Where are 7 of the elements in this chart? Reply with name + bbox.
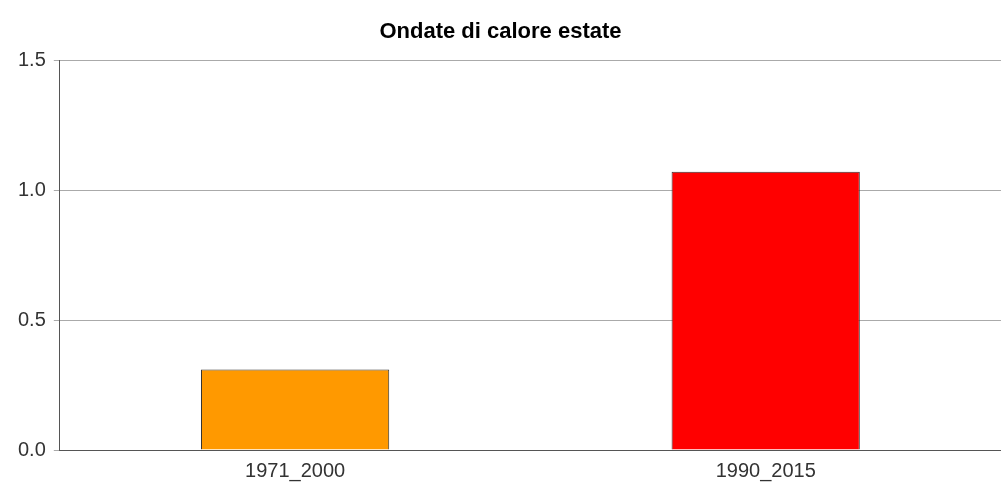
- x-tick-label: 1990_2015: [715, 458, 816, 482]
- y-tick-label: 1.5: [17, 47, 46, 70]
- x-tick-label: 1971_2000: [245, 458, 346, 482]
- chart-title: Ondate di calore estate: [378, 17, 623, 43]
- y-tick-label: 0.5: [17, 307, 46, 330]
- y-tick-label: 0.0: [17, 437, 46, 460]
- y-tick-label: 1.0: [17, 177, 46, 200]
